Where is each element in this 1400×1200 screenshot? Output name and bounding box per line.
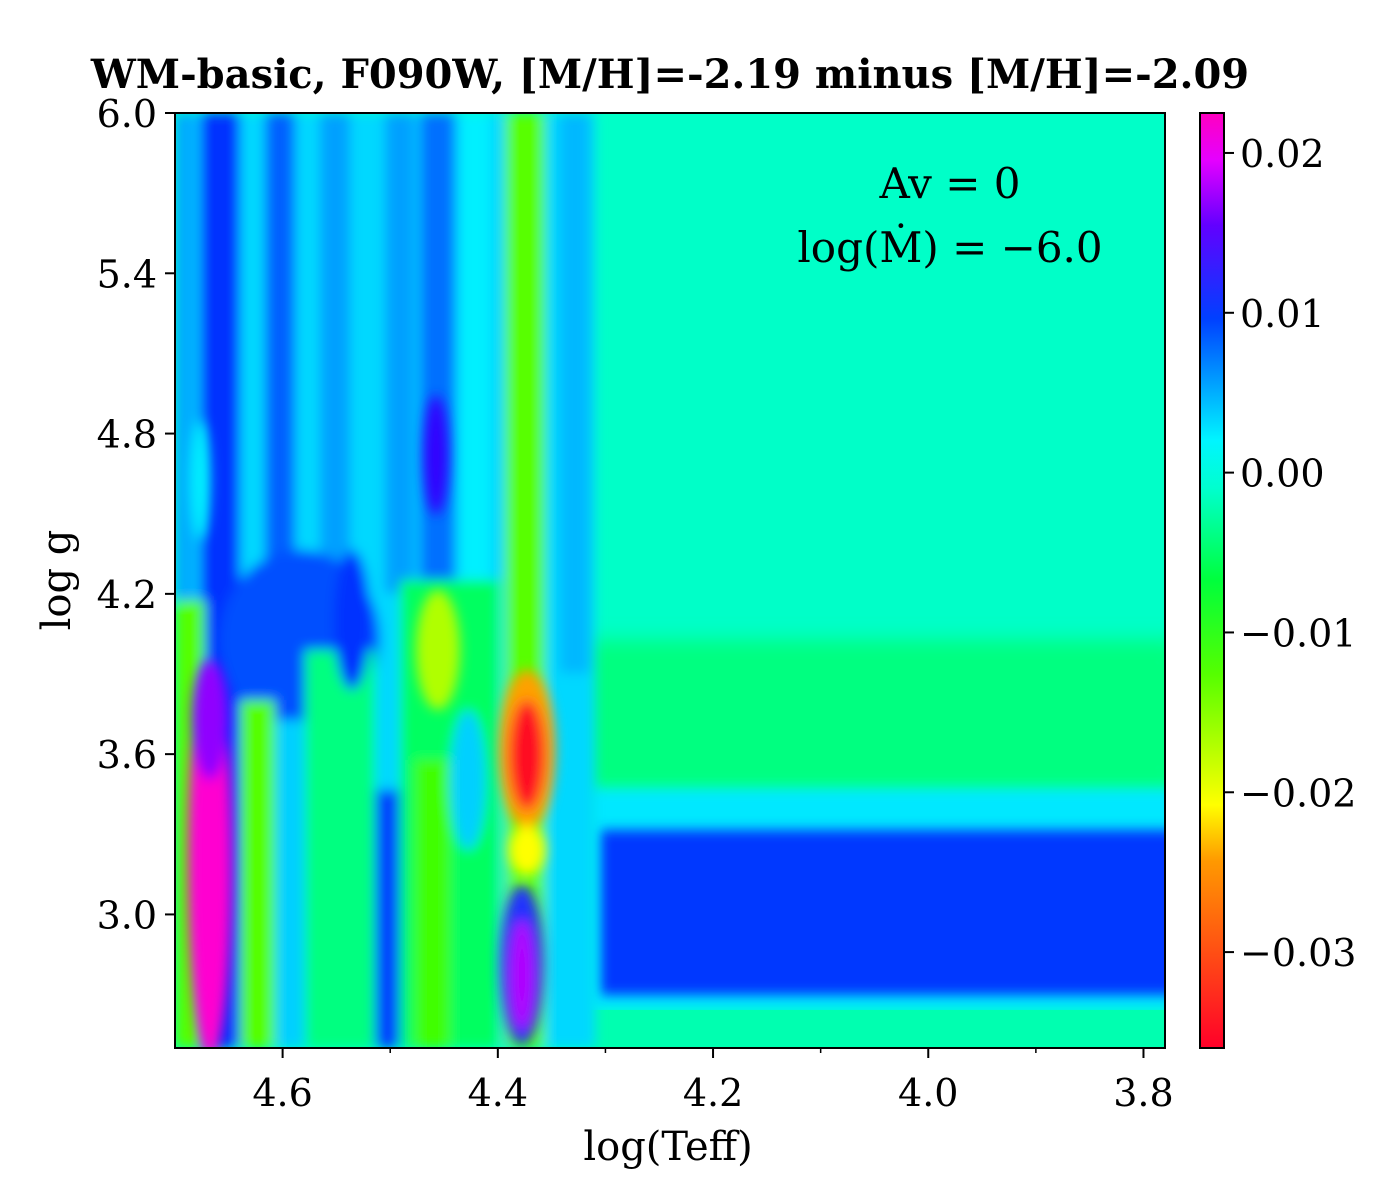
x-tick-label: 3.8	[1113, 1071, 1173, 1115]
x-tick-label: 4.6	[252, 1071, 312, 1115]
y-tick-label: 6.0	[97, 92, 157, 136]
heatmap-blob-cyan	[190, 420, 210, 540]
x-axis-ticks: 4.6 4.4 4.2 4.0 3.8	[252, 1048, 1174, 1115]
chart-title: WM-basic, F090W, [M/H]=-2.19 minus [M/H]…	[90, 51, 1249, 98]
x-tick-label: 4.4	[468, 1071, 528, 1115]
y-axis-ticks: 3.0 3.6 4.2 4.8 5.4 6.0	[97, 92, 175, 937]
heatmap-blob	[334, 550, 370, 690]
heatmap-blob-yellow	[509, 825, 545, 875]
y-axis-label: log g	[34, 530, 80, 631]
y-tick-label: 5.4	[97, 252, 157, 296]
heatmap-band-green	[580, 640, 1165, 790]
y-tick-label: 3.0	[97, 893, 157, 937]
heatmap-strip	[415, 760, 450, 1048]
x-tick-label: 4.0	[898, 1071, 958, 1115]
heatmap-strip	[375, 790, 400, 1048]
x-axis-label: log(Teff)	[583, 1124, 752, 1170]
annotation-av: Av = 0	[879, 159, 1021, 208]
heatmap-band-bottom	[590, 1010, 1165, 1048]
colorbar-tick-label: 0.00	[1240, 452, 1325, 496]
heatmap-blob	[450, 710, 486, 850]
heatmap-band-blue	[600, 830, 1165, 995]
heatmap-blob-violet	[510, 920, 534, 1030]
heatmap-strip	[240, 700, 275, 1048]
colorbar-tick-label: −0.03	[1240, 931, 1356, 975]
colorbar-tick-label: 0.02	[1240, 132, 1325, 176]
y-tick-label: 3.6	[97, 733, 157, 777]
annotation-mdot: log(Ṁ) = −6.0	[797, 222, 1102, 272]
heatmap-blob-purple	[192, 660, 228, 780]
heatmap-strip	[305, 650, 375, 1048]
plot-frame	[174, 112, 1166, 1049]
heatmap-strip	[320, 113, 350, 593]
y-tick-label: 4.8	[97, 413, 157, 457]
colorbar-tick-label: −0.01	[1240, 611, 1356, 655]
heatmap-blob-green	[416, 590, 460, 710]
heatmap-blob-red	[509, 700, 545, 810]
heatmap-strip	[385, 113, 415, 593]
colorbar-tick-label: −0.02	[1240, 771, 1356, 815]
x-tick-label: 4.2	[683, 1071, 743, 1115]
colorbar	[1199, 112, 1225, 1049]
heatmap-strip	[560, 113, 590, 673]
heatmap-field	[175, 113, 1165, 1048]
colorbar-tick-label: 0.01	[1240, 292, 1325, 336]
heatmap-strip	[275, 720, 305, 1048]
heatmap-strip	[420, 113, 455, 613]
heatmap-blob-blue	[424, 395, 448, 515]
y-tick-label: 4.2	[97, 573, 157, 617]
colorbar-ticks: 0.02 0.01 0.00 −0.01 −0.02 −0.03	[1224, 132, 1356, 975]
